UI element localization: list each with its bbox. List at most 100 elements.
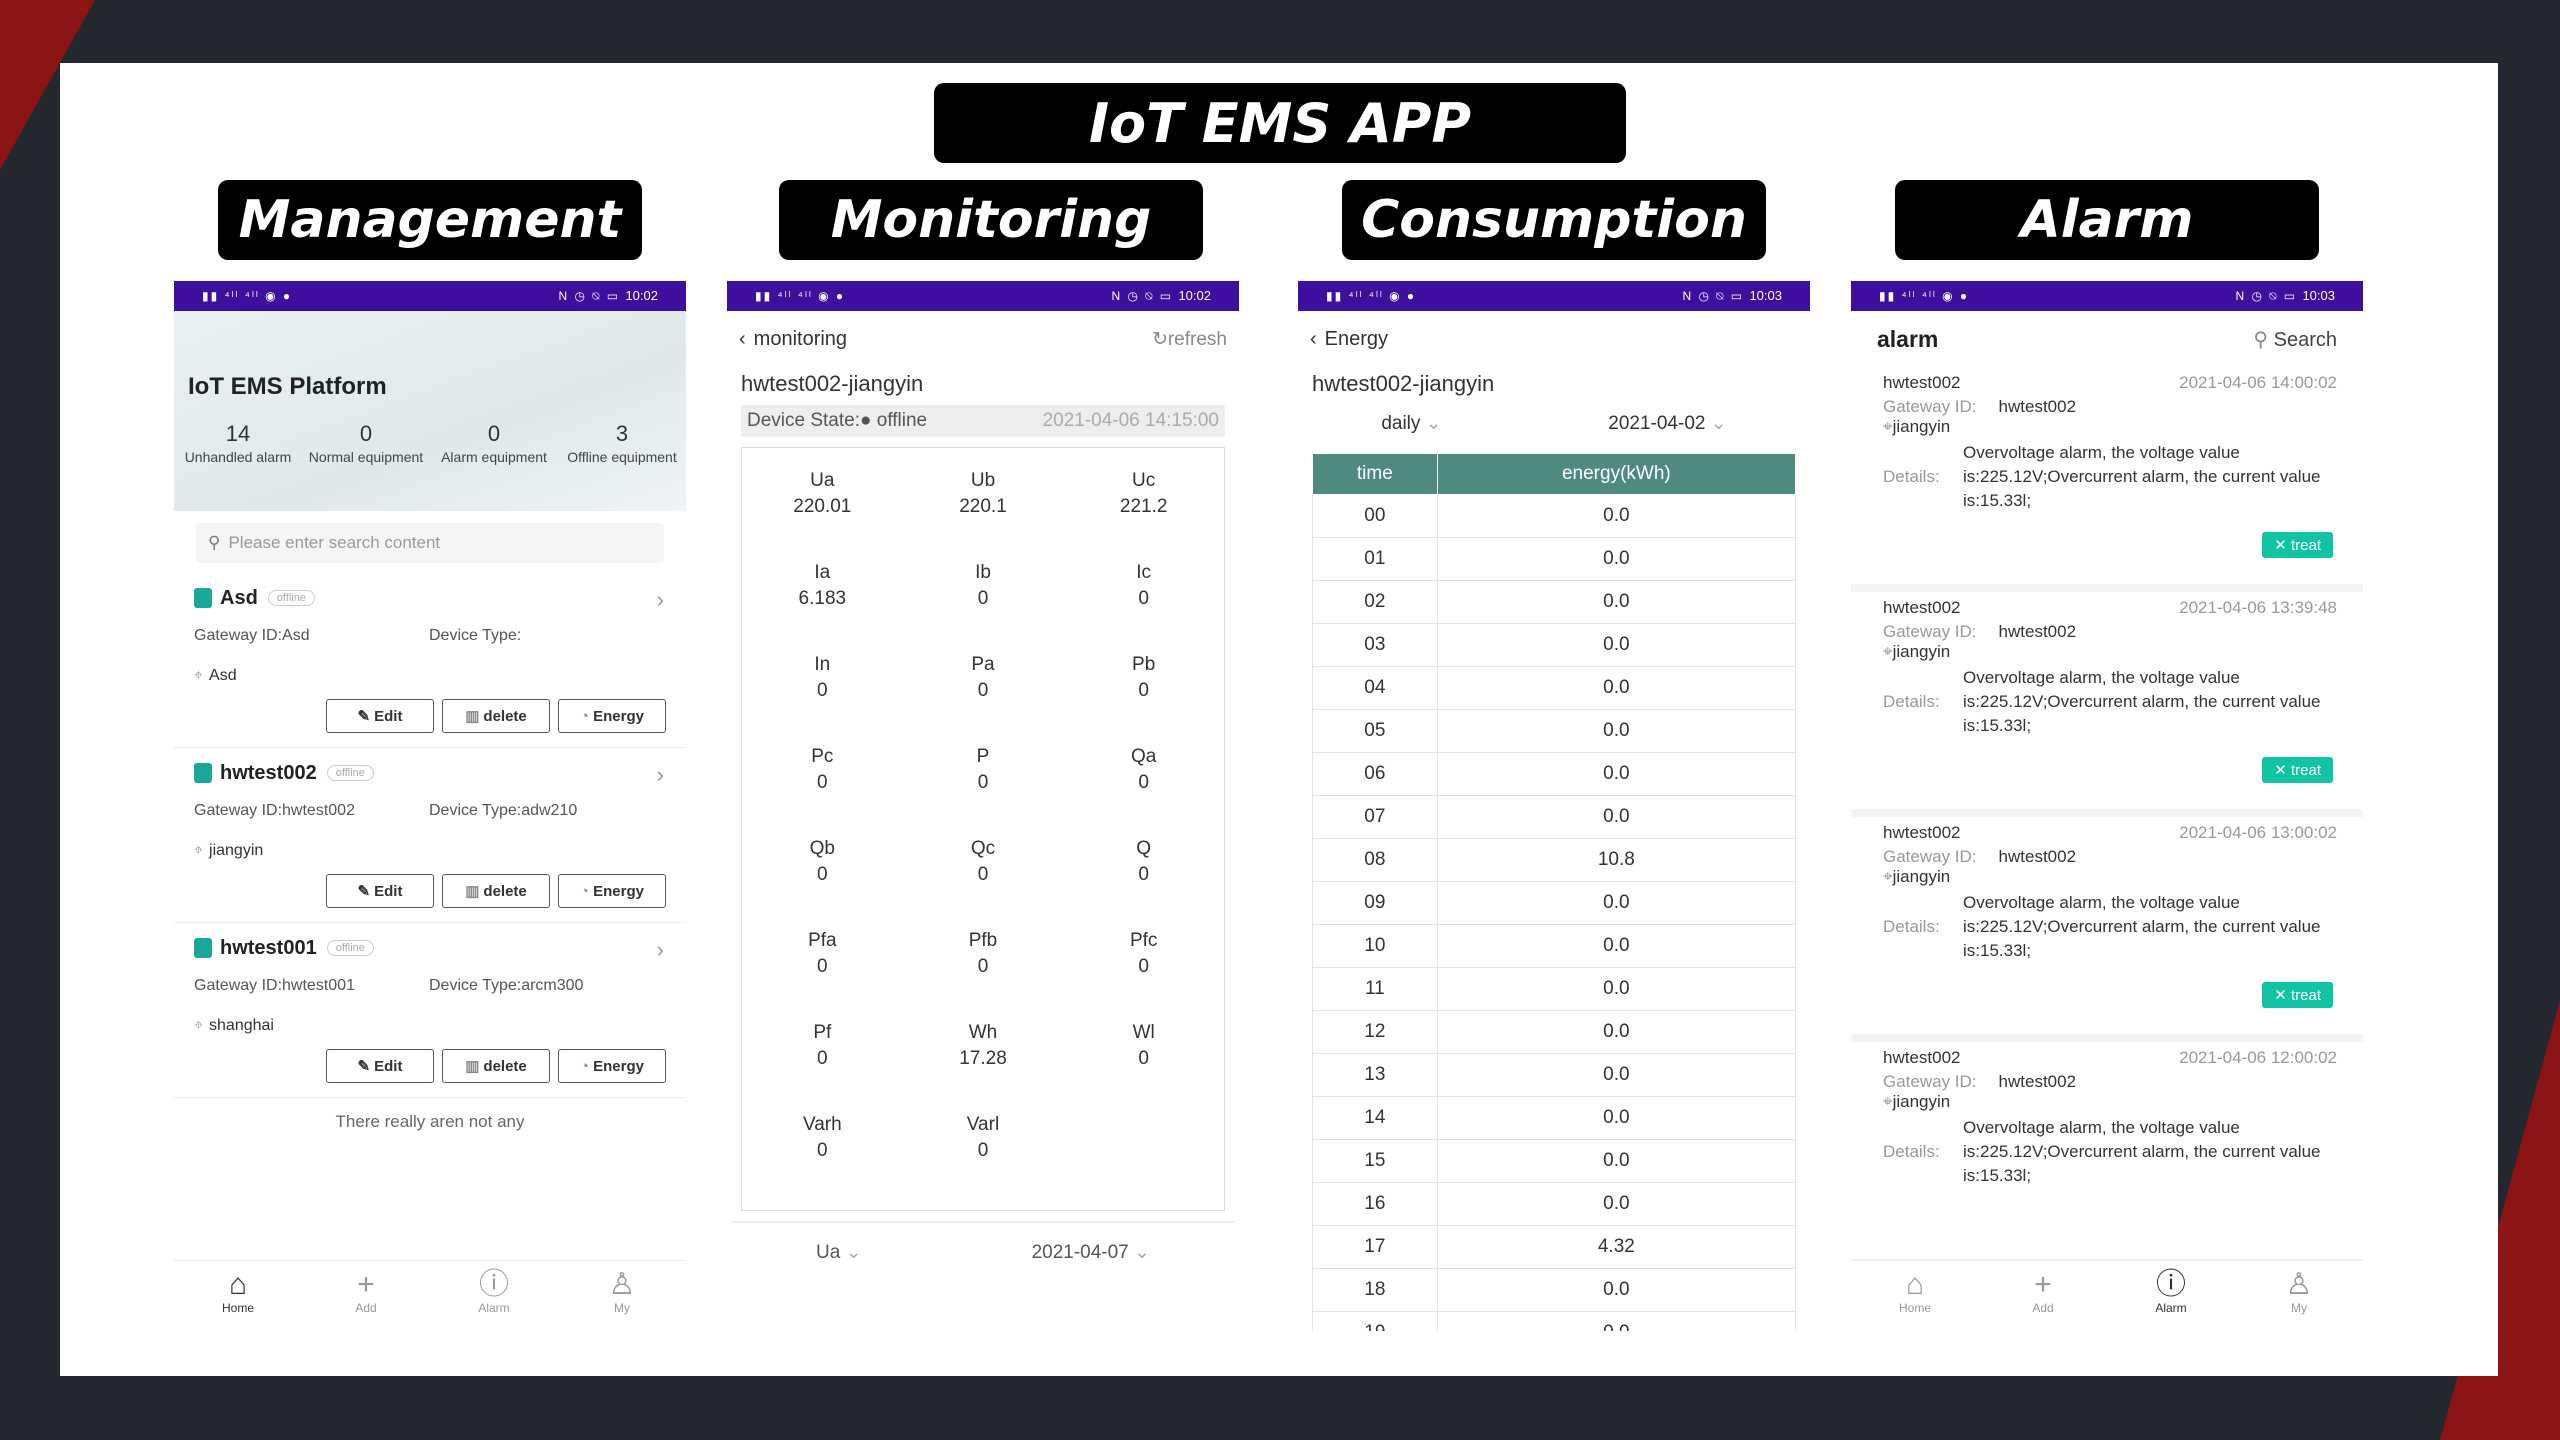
alarm-gateway: Gateway ID: hwtest002 [1883,1072,2077,1091]
back-button[interactable]: ‹ monitoring [739,327,848,350]
energy-button[interactable]: ◔ Energy [558,874,666,908]
trash-icon: ▥ [465,883,480,900]
alarm-item[interactable]: hwtest002 2021-04-06 14:00:02 Gateway ID: h… [1851,367,2363,592]
tab-add[interactable]: + Add [1979,1261,2107,1331]
delete-button[interactable]: ▥ delete [442,874,550,908]
treat-button[interactable]: ✕ treat [2262,532,2333,558]
delete-button[interactable]: ▥ delete [442,1049,550,1083]
trash-icon: ▥ [465,708,480,725]
tab-my[interactable]: ♙ My [2235,1261,2363,1331]
delete-button[interactable]: ▥ delete [442,699,550,733]
stat-normal-equipment[interactable]: 0 Normal equipment [308,421,424,465]
status-badge: offline [267,590,315,606]
monitoring-footer: Ua ⌄ 2021-04-07 ⌄ [731,1221,1235,1264]
energy-cell: 0.0 [1436,1268,1797,1312]
alarm-gateway: Gateway ID: hwtest002 [1883,622,2077,641]
table-row: 07 0.0 [1312,795,1797,839]
chevron-left-icon: ‹ [739,327,746,350]
chevron-right-icon[interactable]: › [656,937,664,962]
parameter-value: 220.1 [959,496,1007,517]
period-select[interactable]: daily ⌄ [1381,412,1442,434]
chevron-right-icon[interactable]: › [656,587,664,612]
parameter-cell: Qb 0 [742,836,903,928]
management-screen: ▮▮ ⁴ˡˡ ⁴ˡˡ ◉ ● N ◷ ⍉ ▭ 10:02 IoT EMS Pla… [174,281,686,1331]
table-row: 09 0.0 [1312,881,1797,925]
back-button[interactable]: ‹ Energy [1310,327,1389,350]
parameter-grid: Ua 220.01 Ub 220.1 Uc 221.2 Ia 6.183 Ib 0 Ic 0 In 0 Pa… [741,447,1225,1211]
alarm-item[interactable]: hwtest002 2021-04-06 12:00:02 Gateway ID: h… [1851,1042,2363,1267]
edit-button[interactable]: ✎ Edit [326,874,434,908]
tab-home[interactable]: ⌂ Home [1851,1261,1979,1331]
device-card[interactable]: hwtest001 offline › Gateway ID:hwtest001 D… [174,923,686,1098]
chevron-right-icon[interactable]: › [656,762,664,787]
parameter-name: Wl [1132,1022,1155,1043]
search-icon: ⚲ [2253,328,2274,351]
parameter-name: Varh [802,1114,842,1135]
parameter-value: 0 [817,680,828,701]
table-row: 05 0.0 [1312,709,1797,753]
chevron-down-icon: ⌄ [1705,412,1727,434]
stat-alarm-equipment[interactable]: 0 Alarm equipment [441,421,547,465]
energy-button[interactable]: ◔ Energy [558,699,666,733]
tab-home[interactable]: ⌂ Home [174,1261,302,1331]
edit-icon: ✎ [357,883,371,900]
tab-alarm[interactable]: ⓘ Alarm [2107,1261,2235,1331]
energy-cell: 0.0 [1436,494,1797,538]
status-badge: offline [326,765,374,781]
date-select[interactable]: 2021-04-07 ⌄ [1031,1242,1150,1263]
energy-cell: 10.8 [1436,838,1797,882]
stat-unhandled-alarm[interactable]: 14 Unhandled alarm [184,421,292,465]
device-icon [194,763,212,783]
chevron-left-icon: ‹ [1310,327,1317,350]
parameter-value: 17.28 [959,1048,1007,1069]
slide-title: IoT EMS APP [934,83,1626,163]
edit-button[interactable]: ✎ Edit [326,1049,434,1083]
table-row: 11 0.0 [1312,967,1797,1011]
energy-cell: 0.0 [1436,1311,1797,1331]
search-input[interactable]: ⚲ Please enter search content [196,523,664,563]
alarm-item[interactable]: hwtest002 2021-04-06 13:39:48 Gateway ID: h… [1851,592,2363,817]
state-label: Device State: [747,410,860,431]
parameter-name: Qb [809,838,835,859]
treat-button[interactable]: ✕ treat [2262,757,2333,783]
alarm-item[interactable]: hwtest002 2021-04-06 13:00:02 Gateway ID: h… [1851,817,2363,1042]
hour-cell: 04 [1312,666,1438,710]
device-title: hwtest002-jiangyin [1312,371,1495,396]
date-select[interactable]: 2021-04-02 ⌄ [1608,412,1727,434]
plus-icon: + [2034,1268,2052,1301]
edit-button[interactable]: ✎ Edit [326,699,434,733]
parameter-cell: Pc 0 [742,744,903,836]
table-row: 08 10.8 [1312,838,1797,882]
alarm-gateway: Gateway ID: hwtest002 [1883,397,2077,416]
search-button[interactable]: ⚲ Search [2253,328,2337,351]
parameter-cell: Pf 0 [742,1020,903,1112]
alarm-screen: ▮▮ ⁴ˡˡ ⁴ˡˡ ◉ ● N ◷ ⍉ ▭ 10:03 alarm ⚲ Sea… [1851,281,2363,1331]
energy-icon: ◔ [580,1057,590,1075]
device-card[interactable]: hwtest002 offline › Gateway ID:hwtest002 D… [174,748,686,923]
refresh-button[interactable]: ↻refresh [1151,328,1227,350]
search-icon: ⚲ [208,533,221,552]
table-row: 190.0 [1312,1311,1797,1331]
table-row: 00 0.0 [1312,494,1797,538]
device-card[interactable]: Asd offline › Gateway ID:Asd Device Type: … [174,573,686,748]
alarm-time: 2021-04-06 13:39:48 [2179,598,2337,617]
energy-cell: 0.0 [1436,1182,1797,1226]
parameter-name: Pa [971,654,995,675]
energy-cell: 0.0 [1436,1053,1797,1097]
parameter-select[interactable]: Ua ⌄ [816,1242,862,1263]
energy-button[interactable]: ◔ Energy [558,1049,666,1083]
platform-title: IoT EMS Platform [188,373,387,400]
stat-offline-equipment[interactable]: 3 Offline equipment [567,421,677,465]
parameter-name: Ic [1136,562,1152,583]
tab-add[interactable]: + Add [302,1261,430,1331]
treat-button[interactable]: ✕ treat [2262,982,2333,1008]
device-icon [194,588,212,608]
alert-icon: ⓘ [2156,1268,2186,1301]
tab-alarm[interactable]: ⓘ Alarm [430,1261,558,1331]
filter-row: daily ⌄ 2021-04-02 ⌄ [1298,401,1810,445]
tab-my[interactable]: ♙ My [558,1261,686,1331]
alarm-device: hwtest002 [1883,598,1961,617]
parameter-name: Ua [810,470,835,491]
energy-cell: 4.32 [1436,1225,1797,1269]
parameter-value: 0 [977,864,989,885]
